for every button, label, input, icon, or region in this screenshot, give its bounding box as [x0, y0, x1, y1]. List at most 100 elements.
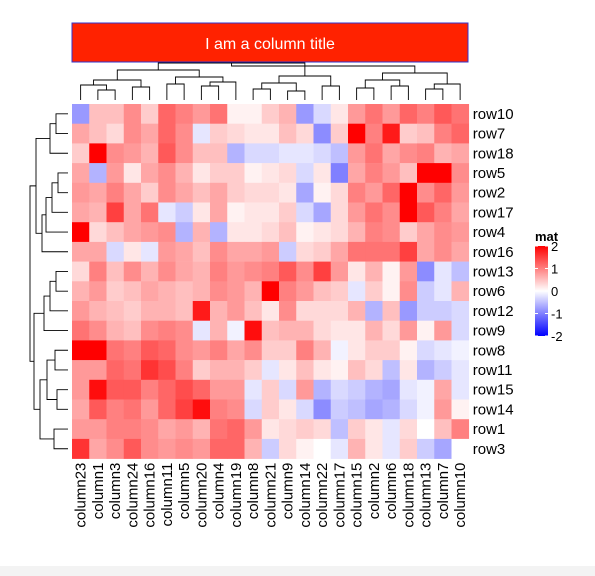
column-label-column24: column24 [124, 463, 141, 528]
heatmap-cell-row12-column23 [72, 301, 90, 321]
heatmap-cell-row1-column18 [399, 419, 418, 440]
heatmap-cell-row2-column17 [330, 182, 349, 203]
row-label-row11: row11 [473, 362, 513, 379]
heatmap-cell-row5-column14 [296, 163, 314, 184]
heatmap-cell-row1-column20 [192, 419, 211, 440]
heatmap-cell-row16-column3 [106, 241, 125, 262]
heatmap-cell-row8-column3 [106, 340, 125, 361]
heatmap-cell-row11-column6 [382, 360, 401, 381]
heatmap-cell-row12-column9 [279, 301, 297, 321]
heatmap-cell-row10-column15 [348, 104, 366, 124]
heatmap-cell-row18-column5 [175, 143, 194, 164]
heatmap-cell-row18-column14 [296, 143, 314, 164]
heatmap-cell-row4-column11 [158, 222, 176, 243]
heatmap-cell-row4-column7 [434, 222, 452, 243]
heatmap-cell-row18-column24 [123, 143, 142, 164]
heatmap-cell-row2-column16 [141, 182, 159, 203]
col-link-16 [356, 87, 375, 100]
heatmap-cell-row9-column21 [261, 320, 280, 341]
column-label-column2: column2 [366, 463, 383, 520]
heatmap-cell-row14-column5 [175, 399, 194, 420]
heatmap-cell-row11-column23 [72, 360, 90, 381]
row-link-10 [43, 295, 68, 331]
column-label-column9: column9 [280, 463, 297, 520]
column-label-column15: column15 [349, 463, 366, 528]
heatmap-cell-row4-column20 [192, 222, 211, 243]
heatmap-cell-row4-column8 [244, 222, 263, 243]
heatmap-cell-row7-column2 [365, 123, 383, 144]
heatmap-cell-row17-column17 [330, 202, 349, 223]
heatmap-cell-row16-column13 [417, 241, 435, 262]
heatmap-cell-row6-column3 [106, 281, 125, 302]
heatmap-cell-row2-column18 [399, 182, 418, 203]
heatmap-cells [72, 104, 470, 459]
heatmap-cell-row7-column8 [244, 123, 263, 144]
legend-color-bar [535, 246, 548, 336]
heatmap-cell-row1-column24 [123, 419, 142, 440]
heatmap-cell-row3-column22 [313, 438, 332, 459]
heatmap-cell-row10-column23 [72, 104, 90, 124]
heatmap-cell-row2-column13 [417, 182, 435, 203]
heatmap-cell-row1-column13 [417, 419, 435, 440]
heatmap-cell-row7-column19 [227, 123, 245, 144]
heatmap-cell-row5-column2 [365, 163, 383, 184]
heatmap-cell-row5-column8 [244, 163, 263, 184]
heatmap-cell-row15-column18 [399, 379, 418, 400]
heatmap-cell-row14-column6 [382, 399, 401, 420]
row-label-row7: row7 [473, 126, 506, 143]
heatmap-cell-row15-column1 [89, 379, 107, 400]
heatmap-cell-row18-column23 [72, 143, 90, 164]
heatmap-cell-row6-column22 [313, 281, 332, 302]
heatmap-cell-row9-column15 [348, 320, 366, 341]
heatmap-cell-row12-column4 [210, 301, 228, 321]
heatmap-cell-row13-column2 [365, 261, 383, 282]
heatmap-cell-row11-column8 [244, 360, 263, 381]
heatmap-cell-row13-column5 [175, 261, 194, 282]
heatmap-cell-row10-column4 [210, 104, 228, 124]
heatmap-cell-row6-column24 [123, 281, 142, 302]
col-link-13 [321, 85, 340, 100]
heatmap-cell-row4-column15 [348, 222, 366, 243]
heatmap-cell-row10-column5 [175, 104, 194, 124]
column-label-column6: column6 [383, 463, 400, 520]
column-title: I am a column title [205, 36, 335, 53]
col-link-14 [278, 75, 332, 86]
heatmap-cell-row16-column22 [313, 241, 332, 262]
heatmap-cell-row16-column9 [279, 241, 297, 262]
heatmap-cell-row17-column6 [382, 202, 401, 223]
heatmap-cell-row6-column17 [330, 281, 349, 302]
heatmap-cell-row13-column13 [417, 261, 435, 282]
row-label-row18: row18 [473, 145, 514, 162]
heatmap-cell-row11-column17 [330, 360, 349, 381]
heatmap-cell-row5-column22 [313, 163, 332, 184]
heatmap-cell-row15-column3 [106, 379, 125, 400]
heatmap-cell-row2-column23 [72, 182, 90, 203]
heatmap-cell-row7-column22 [313, 123, 332, 144]
heatmap-cell-row1-column2 [365, 419, 383, 440]
heatmap-cell-row3-column2 [365, 438, 383, 459]
heatmap-cell-row10-column14 [296, 104, 314, 124]
heatmap-cell-row1-column14 [296, 419, 314, 440]
heatmap-cell-row3-column3 [106, 438, 125, 459]
heatmap-cell-row12-column7 [434, 301, 452, 321]
legend-tick-label: -2 [551, 329, 563, 344]
heatmap-cell-row6-column23 [72, 281, 90, 302]
heatmap-cell-row9-column19 [227, 320, 245, 341]
heatmap-cell-row2-column24 [123, 182, 142, 203]
legend-title: mat [535, 229, 559, 244]
heatmap-cell-row14-column14 [296, 399, 314, 420]
col-link-21 [382, 72, 448, 84]
heatmap-cell-row1-column15 [348, 419, 366, 440]
heatmap-cell-row8-column5 [175, 340, 194, 361]
heatmap-cell-row13-column11 [158, 261, 176, 282]
heatmap-cell-row14-column20 [192, 399, 211, 420]
row-link-9 [49, 280, 68, 312]
heatmap-cell-row17-column15 [348, 202, 366, 223]
col-link-11 [287, 90, 306, 100]
heatmap-cell-row1-column23 [72, 419, 90, 440]
heatmap-cell-row10-column1 [89, 104, 107, 124]
heatmap-cell-row13-column23 [72, 261, 90, 282]
heatmap-cell-row11-column14 [296, 360, 314, 381]
